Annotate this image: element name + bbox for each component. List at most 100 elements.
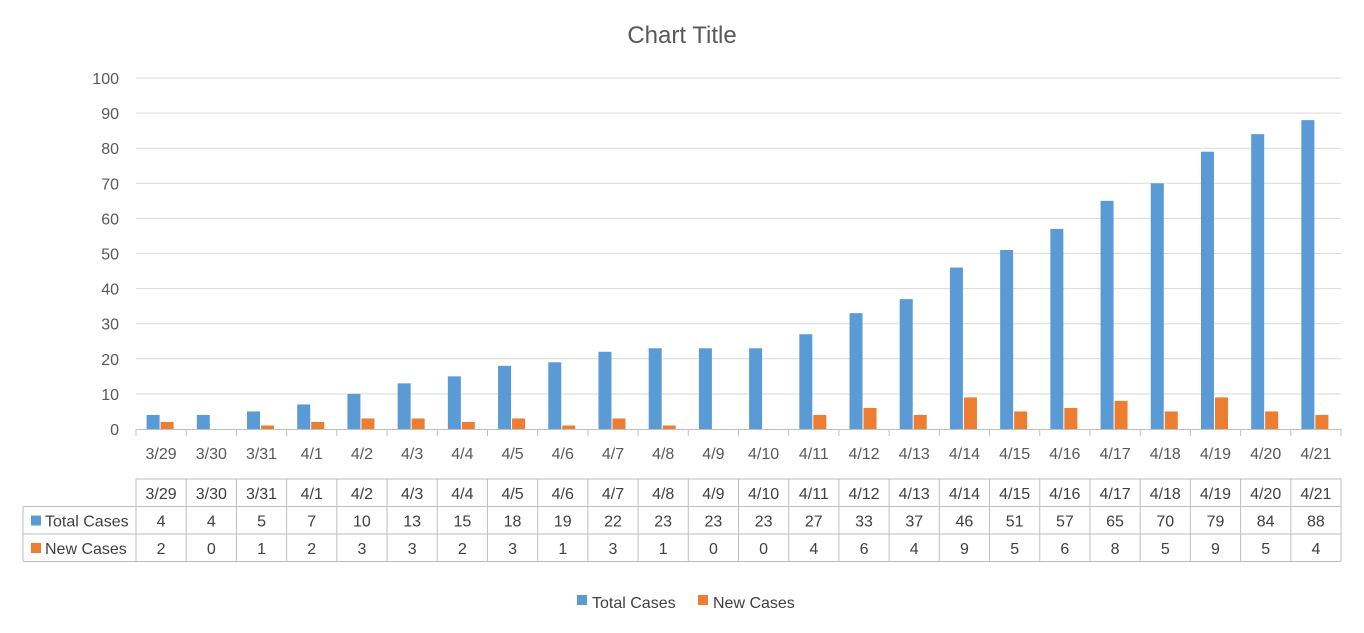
table-legend-key [31, 515, 41, 526]
bar-total-cases [949, 267, 963, 429]
table-cell: 1 [558, 541, 567, 558]
table-header-cell: 4/2 [351, 486, 373, 503]
bar-new-cases [411, 418, 425, 429]
y-tick-label: 90 [101, 106, 119, 123]
table-cell: 4 [809, 541, 818, 558]
table-cell: 23 [654, 514, 672, 531]
x-tick-label: 4/4 [451, 446, 473, 463]
bar-new-cases [261, 425, 275, 429]
table-header-cell: 3/29 [146, 486, 177, 503]
chart-title: Chart Title [627, 22, 736, 49]
legend-label: New Cases [713, 595, 795, 612]
bar-new-cases [311, 421, 325, 429]
bar-total-cases [498, 365, 512, 429]
bar-total-cases [1200, 151, 1214, 429]
table-cell: 6 [1060, 541, 1069, 558]
table-cell: 19 [554, 514, 572, 531]
table-header-cell: 4/6 [552, 486, 574, 503]
x-tick-label: 3/31 [246, 446, 277, 463]
bar-total-cases [196, 414, 210, 429]
x-tick-label: 4/2 [351, 446, 373, 463]
bar-total-cases [698, 348, 712, 429]
table-header-cell: 4/9 [702, 486, 724, 503]
table-cell: 1 [659, 541, 668, 558]
x-tick-label: 4/6 [552, 446, 574, 463]
table-header-cell: 4/18 [1150, 486, 1181, 503]
table-header-cell: 4/12 [848, 486, 879, 503]
bar-new-cases [1164, 411, 1178, 429]
table-cell: 5 [1010, 541, 1019, 558]
table-header-cell: 4/11 [799, 486, 829, 503]
table-cell: 2 [157, 541, 166, 558]
bar-new-cases [512, 418, 526, 429]
table-header-cell: 4/20 [1250, 486, 1281, 503]
x-tick-label: 4/19 [1200, 446, 1231, 463]
table-cell: 27 [805, 514, 823, 531]
bar-new-cases [1064, 407, 1078, 429]
bar-total-cases [849, 313, 863, 429]
table-cell: 3 [609, 541, 618, 558]
x-tick-label: 4/17 [1099, 446, 1130, 463]
x-tick-label: 4/21 [1300, 446, 1331, 463]
x-tick-label: 4/13 [899, 446, 930, 463]
x-axis: 3/29 3/30 3/31 4/1 4/2 4/3 4/4 4/5 4/6 4/7 4/8 4/9 4… [135, 429, 1342, 463]
x-tick-label: 4/7 [602, 446, 624, 463]
bar-total-cases [146, 414, 160, 429]
x-tick-label: 4/12 [848, 446, 879, 463]
bar-total-cases [1301, 120, 1315, 430]
y-tick-label: 100 [92, 71, 119, 88]
bar-new-cases [461, 421, 475, 429]
table-header-cell: 4/1 [301, 486, 323, 503]
table-cell: 4 [207, 514, 216, 531]
table-header-cell: 4/17 [1099, 486, 1130, 503]
y-tick-label: 80 [101, 141, 119, 158]
y-tick-label: 30 [101, 317, 119, 334]
table-cell: 6 [860, 541, 869, 558]
table-header-cell: 4/15 [999, 486, 1030, 503]
legend-label: Total Cases [592, 595, 676, 612]
table-header-cell: 4/13 [899, 486, 930, 503]
x-tick-label: 4/18 [1150, 446, 1181, 463]
y-tick-label: 10 [101, 387, 119, 404]
x-tick-label: 4/11 [799, 446, 829, 463]
table-cell: 51 [1006, 514, 1024, 531]
x-tick-label: 4/16 [1049, 446, 1080, 463]
legend-key [577, 595, 587, 605]
table-cell: 46 [956, 514, 974, 531]
table-cell: 0 [759, 541, 768, 558]
bar-total-cases [799, 334, 813, 429]
bar-new-cases [863, 407, 877, 429]
table-cell: 7 [307, 514, 316, 531]
bar-total-cases [1000, 249, 1014, 429]
bar-total-cases [749, 348, 763, 429]
bar-total-cases [347, 393, 361, 429]
table-header-cell: 4/3 [401, 486, 423, 503]
table-cell: 0 [709, 541, 718, 558]
bar-total-cases [247, 411, 261, 429]
table-cell: 1 [257, 541, 266, 558]
bar-new-cases [1114, 400, 1128, 429]
table-cell: 4 [1311, 541, 1320, 558]
table-cell: 3 [408, 541, 417, 558]
table-cell: 57 [1056, 514, 1074, 531]
table-cell: 3 [357, 541, 366, 558]
y-tick-label: 60 [101, 211, 119, 228]
table-cell: 8 [1111, 541, 1120, 558]
x-tick-label: 4/3 [401, 446, 423, 463]
table-header-cell: 4/7 [602, 486, 624, 503]
table-cell: 4 [910, 541, 919, 558]
table-cell: 9 [1211, 541, 1220, 558]
y-tick-label: 50 [101, 247, 119, 264]
table-cell: 22 [604, 514, 622, 531]
legend: Total Cases New Cases [577, 595, 795, 612]
bar-total-cases [397, 383, 411, 429]
x-tick-label: 4/5 [501, 446, 523, 463]
table-header-cell: 4/14 [949, 486, 980, 503]
bar-total-cases [1100, 200, 1114, 429]
table-cell: 23 [755, 514, 773, 531]
bar-new-cases [361, 418, 375, 429]
bar-total-cases [1251, 134, 1265, 429]
y-tick-label: 70 [101, 176, 119, 193]
bar-new-cases [662, 425, 676, 429]
